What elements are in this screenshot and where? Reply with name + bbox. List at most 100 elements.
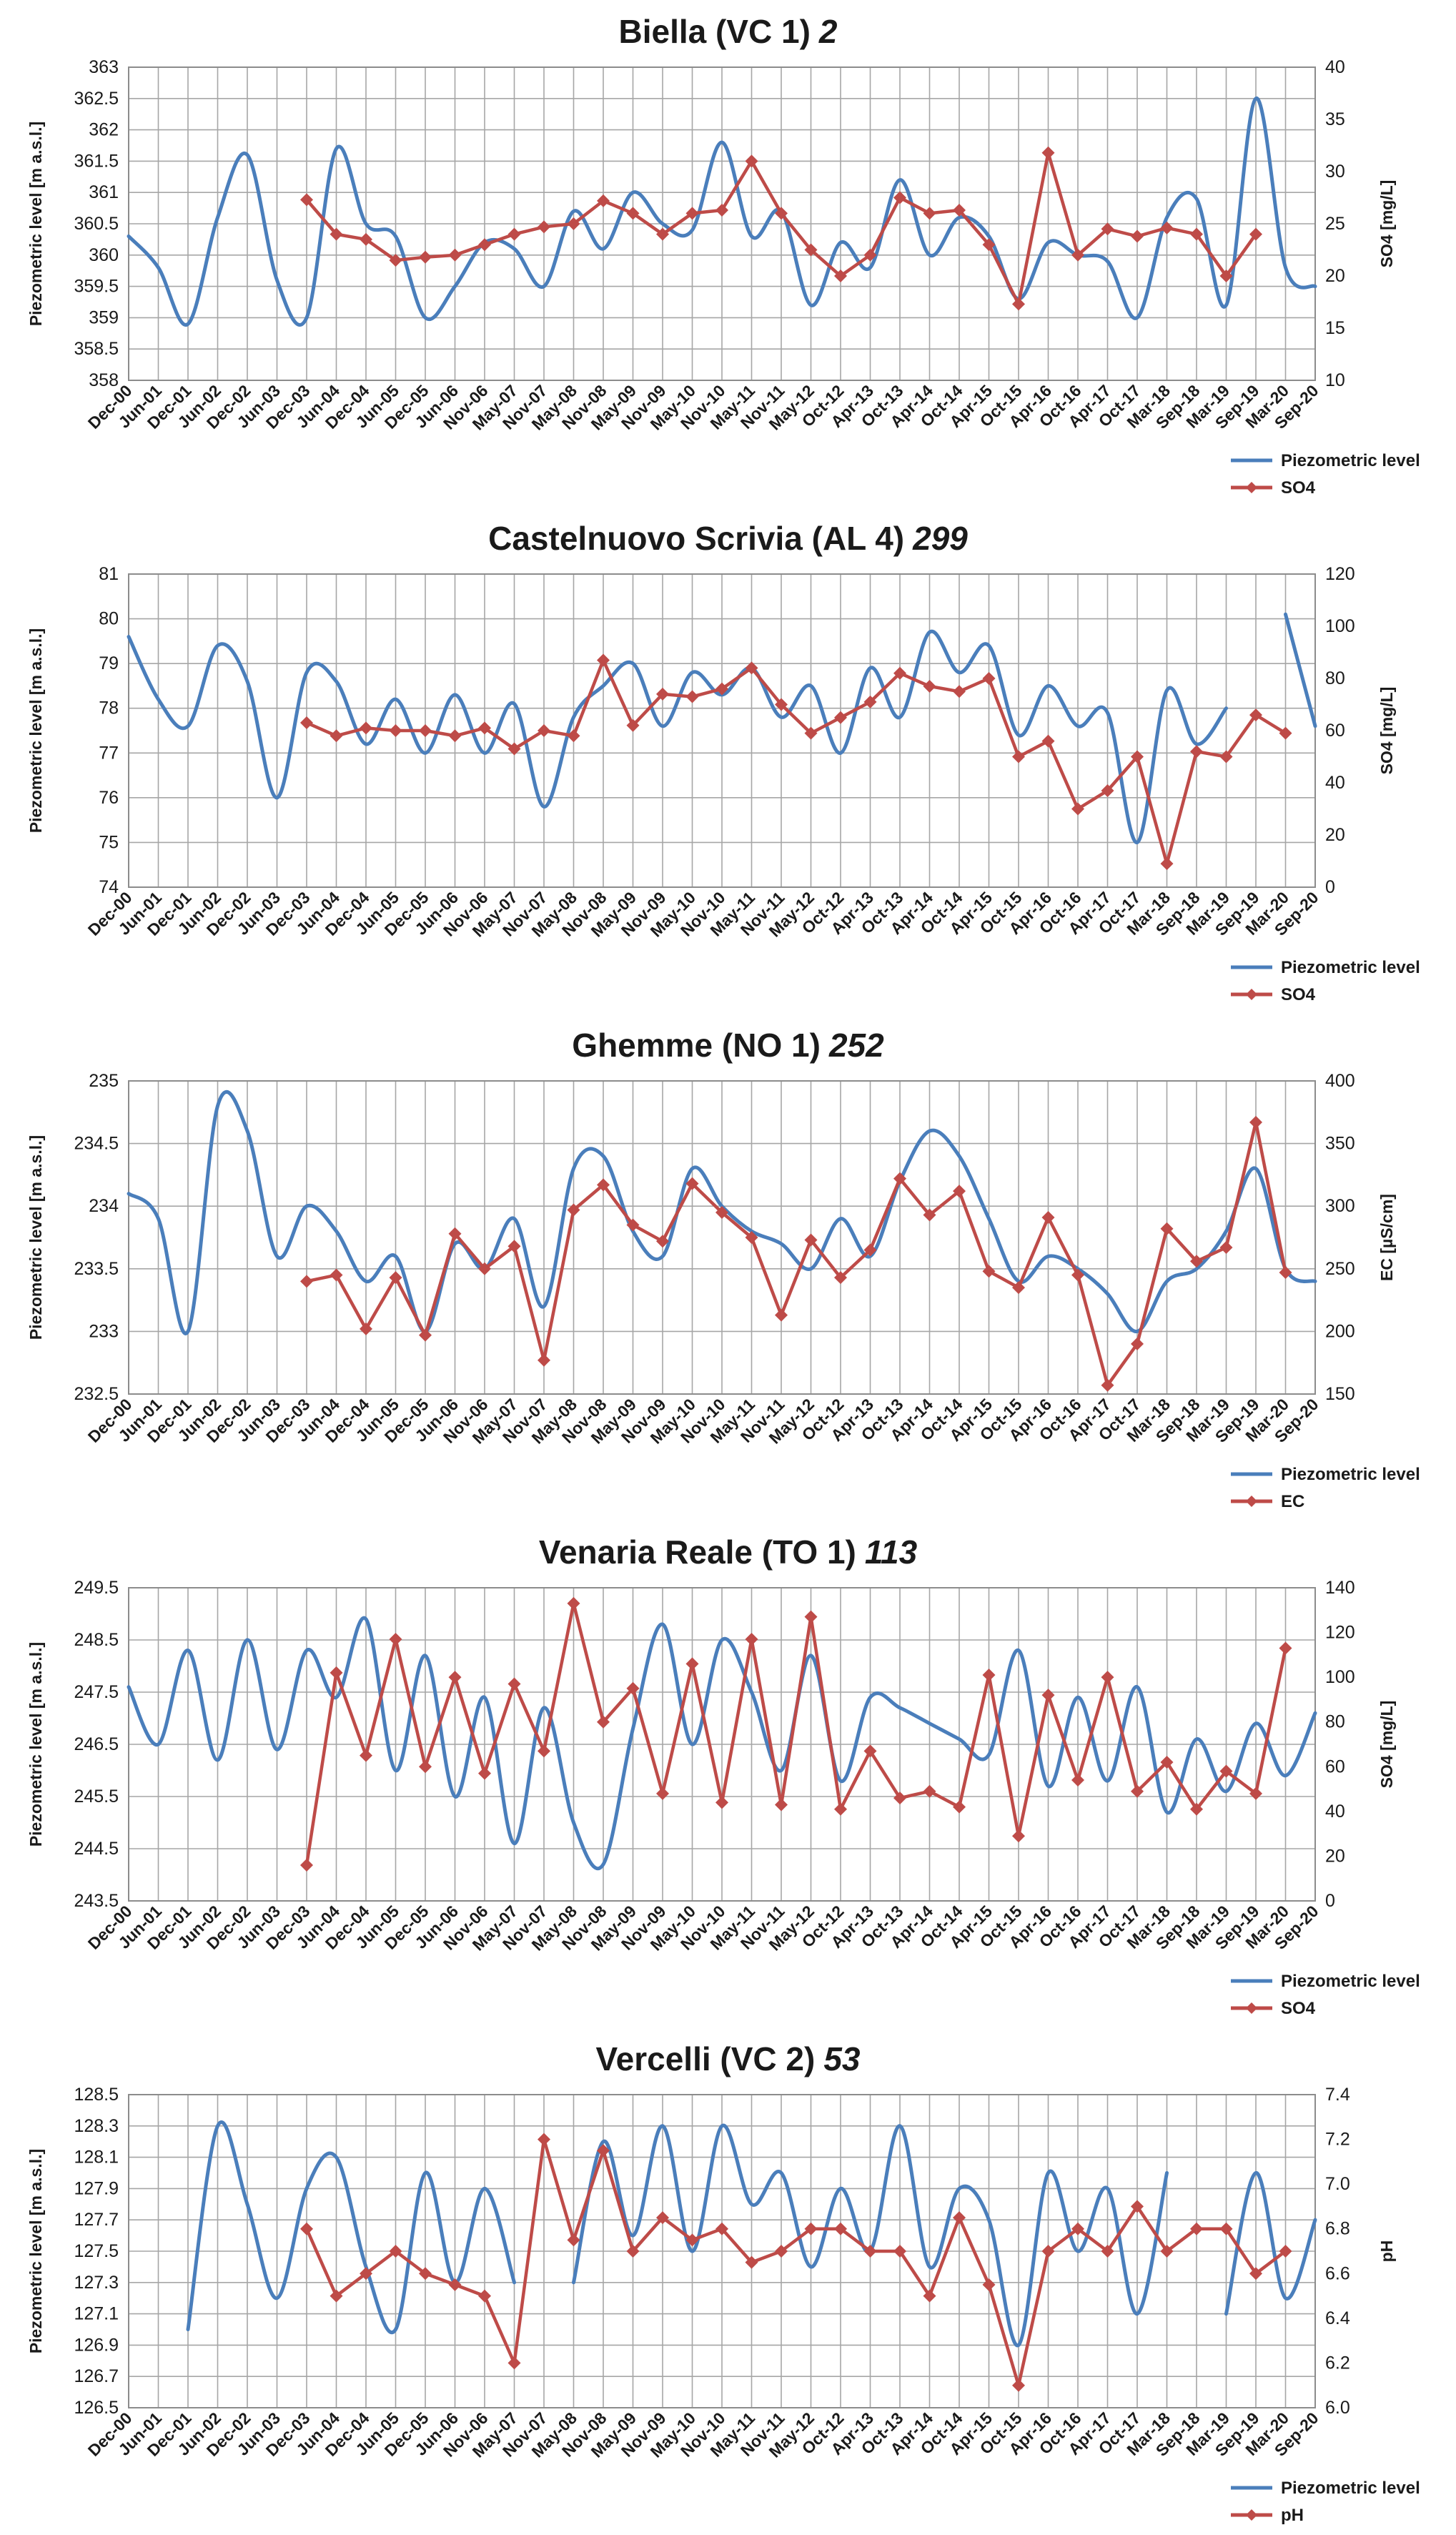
chemistry-line — [304, 1120, 1287, 1387]
legend-label: EC — [1281, 1492, 1304, 1511]
data-point-marker — [715, 1796, 728, 1809]
data-point-marker — [626, 2245, 640, 2258]
data-point-marker — [330, 227, 343, 241]
data-point-marker — [1249, 227, 1262, 241]
y-tick-label: 76 — [99, 788, 119, 808]
data-point-marker — [923, 1784, 936, 1798]
y-tick-label: 127.7 — [74, 2210, 119, 2230]
data-point-marker — [330, 1268, 343, 1282]
chart-panel: Venaria Reale (TO 1) 113 249.5 248.5 247.5 24… — [0, 1521, 1456, 2027]
data-point-marker — [567, 729, 580, 743]
data-point-marker — [804, 726, 818, 740]
legend: Piezometric level pH — [1231, 2479, 1420, 2525]
data-point-marker — [685, 1177, 699, 1190]
data-point-marker — [923, 207, 936, 220]
data-point-marker — [745, 1632, 758, 1646]
data-point-marker — [1249, 708, 1262, 722]
data-point-marker — [1190, 227, 1203, 241]
data-point-marker — [745, 2255, 758, 2269]
y2-tick-label: 120 — [1325, 564, 1355, 584]
data-point-marker — [507, 1677, 521, 1691]
data-point-marker — [1071, 802, 1084, 816]
data-point-marker — [953, 1185, 966, 1198]
data-point-marker — [330, 729, 343, 743]
data-point-marker — [685, 2233, 699, 2247]
data-point-marker — [982, 672, 996, 685]
chart-svg: Ghemme (NO 1) 252 235 234.5 234 233.5 233 232.5… — [26, 1027, 1420, 1511]
piezometric-series — [127, 1090, 1317, 1335]
y2-tick-label: 20 — [1325, 266, 1345, 286]
y-tick-label: 362 — [89, 120, 119, 140]
data-point-marker — [1101, 222, 1114, 236]
y2-tick-label: 80 — [1325, 668, 1345, 688]
chemistry-series — [300, 653, 1292, 871]
y2-tick-label: 350 — [1325, 1134, 1355, 1154]
data-point-marker — [538, 1744, 550, 1758]
y-tick-label: 126.9 — [74, 2335, 119, 2355]
data-point-marker — [538, 1353, 550, 1367]
data-point-marker — [360, 1322, 372, 1335]
plot-area — [128, 1080, 1316, 1395]
data-point-marker — [1041, 1689, 1055, 1702]
data-point-marker — [982, 238, 996, 252]
data-point-marker — [834, 711, 847, 724]
chart-title: Vercelli (VC 2) 53 — [596, 2040, 861, 2077]
data-point-marker — [863, 1243, 877, 1257]
y-tick-label: 233.5 — [74, 1259, 119, 1279]
legend-label: Piezometric level — [1281, 1972, 1420, 1991]
data-point-marker — [389, 2245, 402, 2258]
data-point-marker — [923, 679, 936, 693]
data-point-marker — [923, 2289, 936, 2303]
y2-tick-label: 300 — [1325, 1196, 1355, 1216]
y2-tick-label: 150 — [1325, 1384, 1355, 1404]
y-tick-label: 78 — [99, 698, 119, 718]
data-point-marker — [478, 1766, 491, 1780]
y2-tick-label: 200 — [1325, 1321, 1355, 1341]
data-point-marker — [804, 1233, 818, 1247]
data-point-marker — [448, 248, 462, 262]
y-tick-label: 235 — [89, 1071, 119, 1091]
y-tick-label: 79 — [99, 653, 119, 673]
y-axis-label: Piezometric level [m a.s.l.] — [26, 122, 45, 326]
data-point-marker — [745, 154, 758, 168]
y2-tick-label: 100 — [1325, 1667, 1355, 1687]
data-point-marker — [626, 1681, 640, 1695]
legend-swatch-marker — [1246, 482, 1257, 493]
data-point-marker — [1279, 2245, 1292, 2258]
y-tick-label: 234 — [89, 1196, 119, 1216]
legend-label: SO4 — [1281, 1999, 1316, 2018]
y2-tick-label: 80 — [1325, 1712, 1345, 1732]
data-point-marker — [330, 1666, 343, 1679]
y2-tick-label: 15 — [1325, 318, 1345, 338]
data-point-marker — [1071, 1268, 1084, 1282]
plot-area — [128, 66, 1316, 381]
data-point-marker — [1219, 2222, 1233, 2235]
y-tick-label: 80 — [99, 609, 119, 629]
data-point-marker — [300, 716, 313, 730]
data-point-marker — [953, 204, 966, 217]
y-tick-label: 360 — [89, 245, 119, 265]
data-point-marker — [538, 724, 550, 737]
y2-tick-label: 6.6 — [1325, 2263, 1350, 2283]
piezometric-series — [127, 97, 1317, 327]
y2-tick-label: 6.8 — [1325, 2219, 1350, 2239]
data-point-marker — [953, 2211, 966, 2225]
data-point-marker — [1249, 1115, 1262, 1129]
data-point-marker — [656, 227, 669, 241]
data-point-marker — [1071, 2222, 1084, 2235]
y-tick-label: 243.5 — [74, 1891, 119, 1911]
y-tick-label: 246.5 — [74, 1734, 119, 1754]
legend-label: SO4 — [1281, 478, 1316, 498]
chemistry-line — [304, 1601, 1287, 1867]
data-point-marker — [567, 2233, 580, 2247]
data-point-marker — [300, 193, 313, 207]
data-point-marker — [1012, 1281, 1025, 1295]
chemistry-series — [300, 146, 1262, 311]
chemistry-series — [300, 1596, 1292, 1872]
legend-swatch-marker — [1246, 2509, 1257, 2521]
chemistry-series — [300, 1115, 1292, 1392]
data-point-marker — [507, 2356, 521, 2370]
data-point-marker — [1041, 2245, 1055, 2258]
data-point-marker — [300, 1858, 313, 1872]
data-point-marker — [715, 2222, 728, 2235]
